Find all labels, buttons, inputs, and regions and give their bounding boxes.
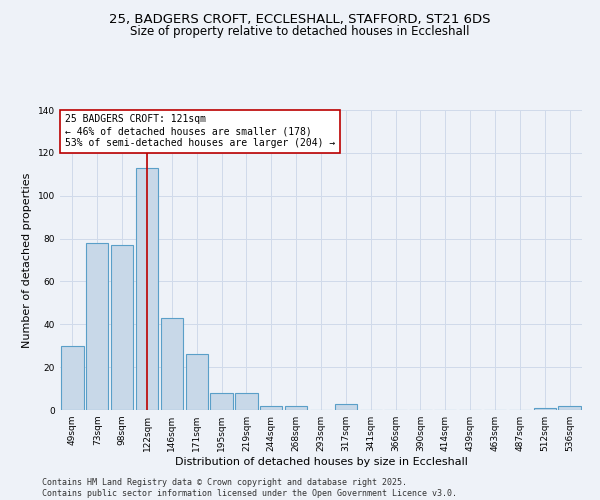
Bar — [61, 346, 83, 410]
Bar — [161, 318, 183, 410]
Text: Size of property relative to detached houses in Eccleshall: Size of property relative to detached ho… — [130, 25, 470, 38]
Text: 25 BADGERS CROFT: 121sqm
← 46% of detached houses are smaller (178)
53% of semi-: 25 BADGERS CROFT: 121sqm ← 46% of detach… — [65, 114, 335, 148]
Y-axis label: Number of detached properties: Number of detached properties — [22, 172, 32, 348]
X-axis label: Distribution of detached houses by size in Eccleshall: Distribution of detached houses by size … — [175, 457, 467, 467]
Bar — [136, 168, 158, 410]
Bar — [285, 406, 307, 410]
Text: 25, BADGERS CROFT, ECCLESHALL, STAFFORD, ST21 6DS: 25, BADGERS CROFT, ECCLESHALL, STAFFORD,… — [109, 12, 491, 26]
Bar — [260, 406, 283, 410]
Bar — [235, 393, 257, 410]
Bar — [211, 393, 233, 410]
Bar — [533, 408, 556, 410]
Text: Contains HM Land Registry data © Crown copyright and database right 2025.
Contai: Contains HM Land Registry data © Crown c… — [42, 478, 457, 498]
Bar — [185, 354, 208, 410]
Bar — [559, 406, 581, 410]
Bar — [335, 404, 357, 410]
Bar — [111, 245, 133, 410]
Bar — [86, 243, 109, 410]
